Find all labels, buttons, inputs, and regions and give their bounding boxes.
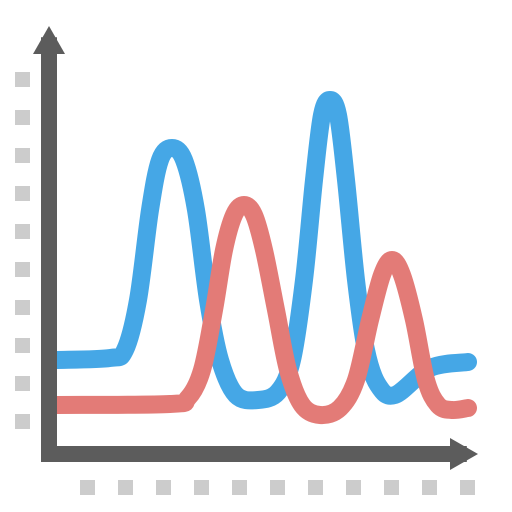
y-axis-arrow (33, 26, 65, 54)
x-tick (422, 480, 437, 495)
x-axis-ticks (80, 480, 475, 495)
y-tick (15, 186, 30, 201)
y-axis-ticks (15, 72, 30, 429)
y-tick (15, 224, 30, 239)
x-tick (460, 480, 475, 495)
series-group (57, 100, 468, 415)
y-tick (15, 262, 30, 277)
x-axis-arrow (450, 438, 478, 470)
x-tick (156, 480, 171, 495)
y-tick (15, 72, 30, 87)
y-tick (15, 300, 30, 315)
x-tick (194, 480, 209, 495)
x-tick (118, 480, 133, 495)
x-tick (270, 480, 285, 495)
y-tick (15, 338, 30, 353)
x-tick (346, 480, 361, 495)
x-tick (384, 480, 399, 495)
y-tick (15, 376, 30, 391)
chart-svg (0, 0, 512, 512)
y-tick (15, 148, 30, 163)
line-chart-icon (0, 0, 512, 512)
x-tick (308, 480, 323, 495)
x-tick (80, 480, 95, 495)
x-tick (232, 480, 247, 495)
y-tick (15, 110, 30, 125)
y-tick (15, 414, 30, 429)
